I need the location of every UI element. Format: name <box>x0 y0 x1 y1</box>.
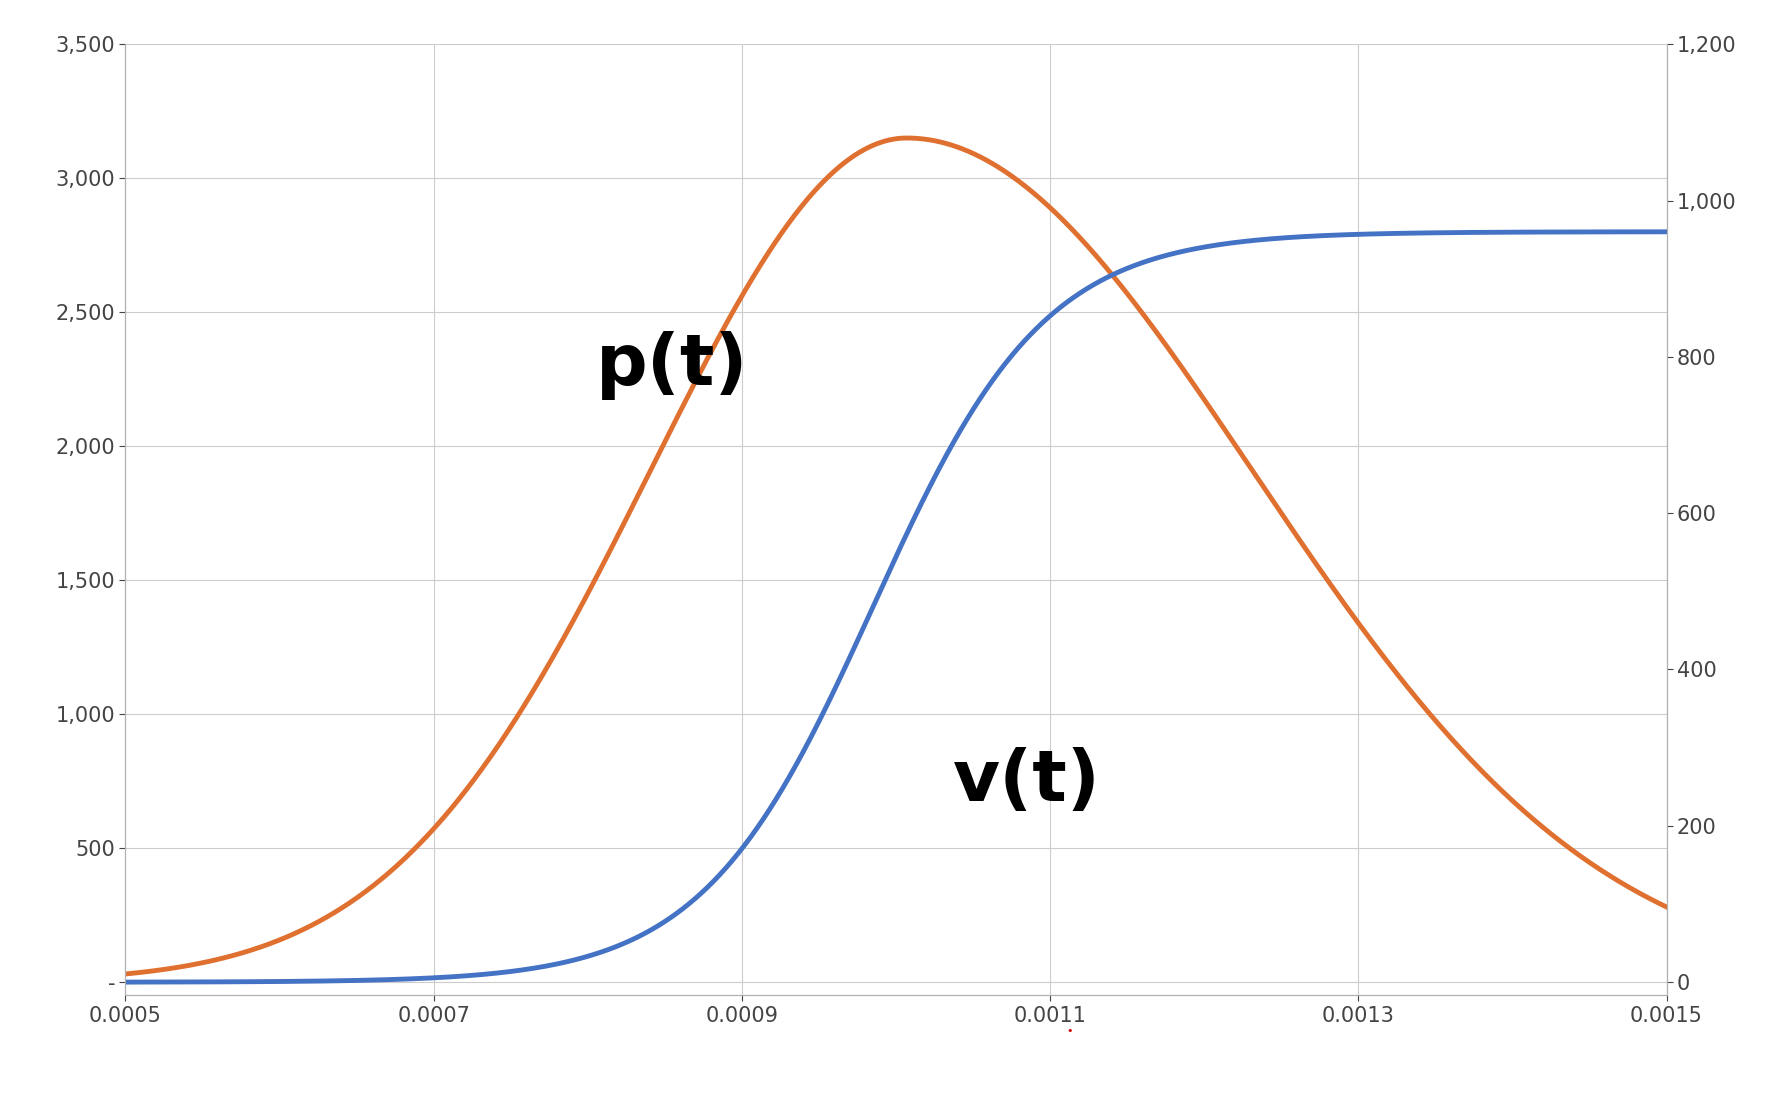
Text: p(t): p(t) <box>597 332 749 400</box>
Text: •: • <box>1066 1025 1073 1036</box>
Text: v(t): v(t) <box>953 747 1100 815</box>
